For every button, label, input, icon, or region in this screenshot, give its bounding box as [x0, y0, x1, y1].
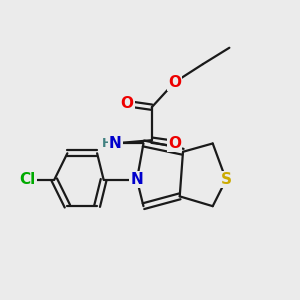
Text: O: O — [120, 96, 133, 111]
Text: H: H — [102, 137, 112, 150]
Text: Cl: Cl — [20, 172, 36, 187]
Text: S: S — [220, 172, 232, 187]
Text: N: N — [130, 172, 143, 187]
Text: N: N — [109, 136, 122, 151]
Text: O: O — [168, 136, 181, 151]
Text: O: O — [168, 75, 181, 90]
